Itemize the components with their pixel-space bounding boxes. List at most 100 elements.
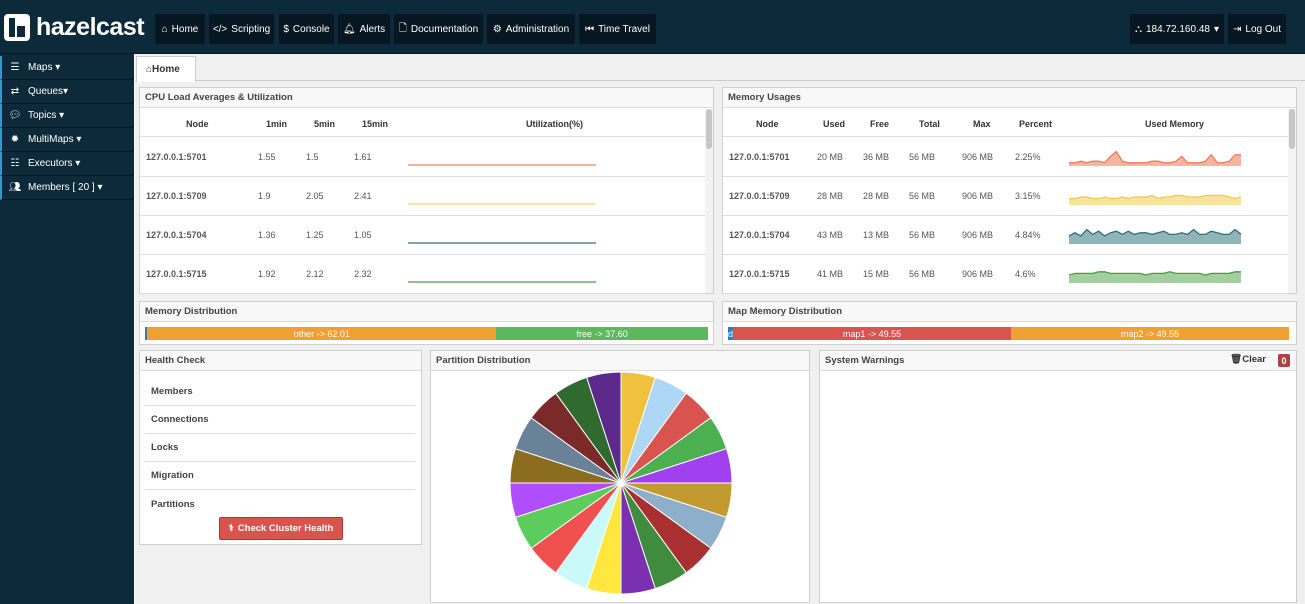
cpu-table-row: 127.0.0.1:5715 1.92 2.12 2.32 bbox=[140, 255, 705, 294]
sidebar-item-label: Topics bbox=[28, 110, 57, 121]
cell-used: 41 MB bbox=[817, 269, 844, 279]
health-item-partitions[interactable]: Partitions bbox=[151, 498, 195, 510]
cell-node: 127.0.0.1:5704 bbox=[729, 230, 790, 240]
server-icon: ☷ bbox=[10, 158, 20, 169]
cell-15min: 1.61 bbox=[354, 152, 372, 162]
cell-total: 56 MB bbox=[909, 269, 936, 279]
logout-label: Log Out bbox=[1245, 23, 1281, 35]
sidebar-item-multimaps[interactable]: ✹ MultiMaps ▾ bbox=[0, 128, 134, 152]
sidebar-item-label: MultiMaps bbox=[28, 134, 74, 145]
cell-node: 127.0.0.1:5701 bbox=[729, 152, 790, 162]
pie-slice[interactable] bbox=[586, 372, 622, 484]
col-used-memory: Used Memory bbox=[1145, 119, 1205, 129]
cell-total: 56 MB bbox=[909, 152, 936, 162]
exchange-icon: ⇄ bbox=[10, 86, 20, 97]
health-item-members[interactable]: Members bbox=[145, 378, 415, 406]
cell-node: 127.0.0.1:5704 bbox=[146, 230, 207, 240]
sidebar-item-queues[interactable]: ⇄ Queues ▾ bbox=[0, 80, 134, 104]
memory-table-row: 127.0.0.1:5704 43 MB 13 MB 56 MB 906 MB 4.84% bbox=[723, 216, 1288, 255]
cogs-icon: ⚙ bbox=[492, 23, 502, 35]
cell-5min: 1.25 bbox=[306, 230, 324, 240]
clear-label: Clear bbox=[1242, 354, 1266, 365]
hazelcast-logo[interactable]: hazelcast bbox=[4, 12, 145, 41]
system-warnings-panel: System Warnings 🗑︎Clear 0 bbox=[819, 350, 1297, 603]
clear-warnings-button[interactable]: 🗑︎Clear bbox=[1230, 354, 1266, 365]
used-memory-sparkline bbox=[1069, 271, 1241, 283]
cell-max: 906 MB bbox=[962, 191, 994, 201]
health-item-locks[interactable]: Locks bbox=[145, 434, 415, 462]
logout-button[interactable]: ⇥ Log Out bbox=[1228, 14, 1286, 44]
nav-console-button[interactable]: $ Console bbox=[279, 14, 334, 44]
nav-documentation-button[interactable]: 🗋 Documentation bbox=[394, 14, 483, 44]
health-item-migration[interactable]: Migration bbox=[145, 462, 415, 490]
panel-title: Health Check bbox=[140, 351, 421, 371]
cell-5min: 2.05 bbox=[306, 191, 324, 201]
health-item-connections[interactable]: Connections bbox=[145, 406, 415, 434]
sparkline-line bbox=[1069, 228, 1241, 237]
signout-icon: ⇥ bbox=[1233, 23, 1242, 35]
tab-home[interactable]: ⌂ Home bbox=[136, 56, 196, 82]
cell-used: 28 MB bbox=[817, 191, 844, 201]
sidebar-item-label: Executors bbox=[28, 158, 73, 169]
cell-1min: 1.55 bbox=[258, 152, 276, 162]
code-icon: </> bbox=[212, 23, 228, 35]
sidebar-item-executors[interactable]: ☷ Executors ▾ bbox=[0, 152, 134, 176]
col-node: Node bbox=[756, 119, 779, 129]
sparkline-area bbox=[1069, 271, 1241, 283]
col-1min: 1min bbox=[266, 119, 288, 129]
memory-scrollbar[interactable] bbox=[1288, 109, 1296, 293]
map-memory-dist-segment: map2 -> 49.55 bbox=[1011, 327, 1289, 340]
memory-dist-segment bbox=[145, 327, 148, 340]
panel-title: Partition Distribution bbox=[431, 351, 809, 371]
col-free: Free bbox=[870, 119, 890, 129]
sidebar-item-members[interactable]: 👥︎ Members [ 20 ] ▾ bbox=[0, 176, 134, 200]
nav-administration-label: Administration bbox=[505, 23, 570, 35]
bell-icon: 🔔︎ bbox=[342, 23, 356, 35]
caret-down-icon: ▾ bbox=[73, 134, 82, 145]
sparkline-area bbox=[1069, 151, 1241, 166]
scroll-thumb[interactable] bbox=[1289, 109, 1295, 149]
caret-down-icon: ▾ bbox=[52, 62, 61, 73]
cell-free: 28 MB bbox=[863, 191, 890, 201]
cell-node: 127.0.0.1:5701 bbox=[146, 152, 207, 162]
col-utilization: Utilization(%) bbox=[526, 119, 583, 129]
cell-free: 15 MB bbox=[863, 269, 890, 279]
cpu-panel: CPU Load Averages & Utilization Node 1mi… bbox=[139, 87, 714, 294]
cpu-table-row: 127.0.0.1:5709 1.9 2.05 2.41 bbox=[140, 177, 705, 216]
col-max: Max bbox=[973, 119, 991, 129]
main-content: ⌂ Home CPU Load Averages & Utilization No… bbox=[135, 54, 1305, 604]
sidebar-item-topics[interactable]: 💬︎ Topics ▾ bbox=[0, 104, 134, 128]
nav-administration-button[interactable]: ⚙ Administration bbox=[487, 14, 575, 44]
cell-percent: 4.84% bbox=[1015, 230, 1041, 240]
nav-alerts-label: Alerts bbox=[359, 23, 386, 35]
nav-time-travel-button[interactable]: ⏮ Time Travel bbox=[579, 14, 656, 44]
sidebar-item-maps[interactable]: ☰ Maps ▾ bbox=[0, 56, 134, 80]
map-memory-dist-segment: map1 -> 49.55 bbox=[733, 327, 1012, 340]
caret-down-icon: ▾ bbox=[94, 182, 103, 193]
cpu-scrollbar[interactable] bbox=[705, 109, 713, 293]
cell-used: 20 MB bbox=[817, 152, 844, 162]
cell-node: 127.0.0.1:5709 bbox=[146, 191, 207, 201]
nav-console-label: Console bbox=[292, 23, 330, 35]
sitemap-icon: ⛬ bbox=[1135, 23, 1142, 35]
nav-scripting-button[interactable]: </> Scripting bbox=[209, 14, 274, 44]
check-cluster-health-button[interactable]: ⚕ Check Cluster Health bbox=[219, 517, 343, 540]
scroll-thumb[interactable] bbox=[706, 109, 712, 149]
cell-free: 36 MB bbox=[863, 152, 890, 162]
cluster-address-dropdown[interactable]: ⛬ 184.72.160.48 ▾ bbox=[1130, 14, 1224, 44]
col-used: Used bbox=[823, 119, 846, 129]
nav-home-label: Home bbox=[171, 23, 199, 35]
cpu-table-row: 127.0.0.1:5704 1.36 1.25 1.05 bbox=[140, 216, 705, 255]
col-node: Node bbox=[186, 119, 209, 129]
brand-name: hazelcast bbox=[36, 12, 145, 41]
col-15min: 15min bbox=[362, 119, 389, 129]
nav-home-button[interactable]: ⌂ Home bbox=[155, 14, 205, 44]
cell-total: 56 MB bbox=[909, 191, 936, 201]
cell-1min: 1.9 bbox=[258, 191, 271, 201]
tab-home-label: Home bbox=[152, 64, 180, 75]
memory-dist-segment: other -> 62.01 bbox=[147, 327, 497, 340]
panel-title: Memory Usages bbox=[723, 88, 1296, 108]
check-cluster-health-label: Check Cluster Health bbox=[237, 523, 334, 534]
nav-alerts-button[interactable]: 🔔︎ Alerts bbox=[338, 14, 390, 44]
cell-5min: 1.5 bbox=[306, 152, 319, 162]
